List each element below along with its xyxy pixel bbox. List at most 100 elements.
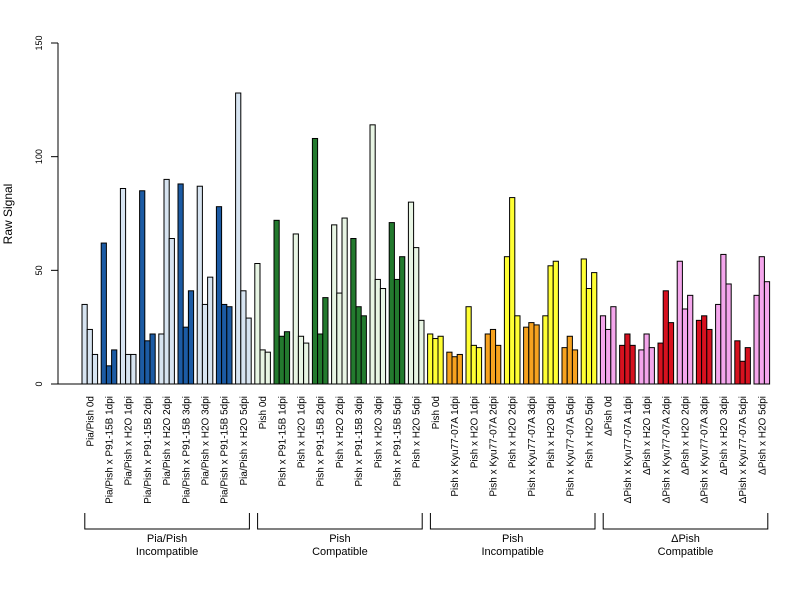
x-tick-label: Pia/Pish x P91-15B 5dpi xyxy=(220,396,231,504)
bar xyxy=(706,328,713,385)
x-tick-label: ΔPish x H2O 2dpi xyxy=(681,396,692,475)
bar xyxy=(701,315,708,385)
x-tick-label: ΔPish x H2O 5dpi xyxy=(757,396,768,475)
x-tick-label: Pish x H2O 2dpi xyxy=(508,396,519,468)
bar xyxy=(528,322,535,385)
bar xyxy=(407,201,415,385)
bar xyxy=(662,290,669,385)
x-tick-label: Pia/Pish 0d xyxy=(85,396,96,447)
bar xyxy=(648,347,655,385)
bar xyxy=(336,292,343,385)
bar xyxy=(542,315,549,385)
bar xyxy=(475,347,483,385)
bar xyxy=(643,333,650,385)
bar xyxy=(297,335,305,385)
bar xyxy=(111,349,118,385)
bar xyxy=(207,276,214,385)
bar xyxy=(168,238,175,385)
bar xyxy=(158,333,165,385)
bar xyxy=(215,206,223,385)
bar xyxy=(187,290,195,385)
x-tick-label: ΔPish x Kyu77-07A 2dpi xyxy=(661,396,672,503)
bar xyxy=(495,344,502,385)
bar xyxy=(638,349,645,385)
bar xyxy=(758,256,765,385)
x-tick-label: Pish x Kyu77-07A 3dpi xyxy=(527,396,538,497)
bar xyxy=(341,217,348,385)
bar xyxy=(278,335,285,385)
bar xyxy=(259,349,266,385)
bar xyxy=(311,137,319,385)
x-tick-label: Pia/Pish x P91-15B 3dpi xyxy=(181,396,192,504)
x-tick-label: ΔPish x Kyu77-07A 5dpi xyxy=(738,396,749,503)
bar xyxy=(144,340,151,385)
x-tick-label: ΔPish x Kyu77-07A 3dpi xyxy=(700,396,711,503)
bar xyxy=(283,331,291,385)
bar xyxy=(533,324,540,385)
group-label: Pish xyxy=(502,533,523,545)
bar xyxy=(149,333,156,385)
x-tick-label: Pish x H2O 5dpi xyxy=(412,396,423,468)
bar xyxy=(465,306,472,385)
bar xyxy=(163,178,170,385)
y-tick-label: 0 xyxy=(34,381,44,386)
bar xyxy=(470,344,477,385)
x-tick-label: Pish x H2O 1dpi xyxy=(469,396,480,468)
bar xyxy=(484,333,491,385)
x-tick-label: Pish x Kyu77-07A 1dpi xyxy=(450,396,461,497)
bar xyxy=(177,183,184,385)
bar xyxy=(744,347,751,385)
bar xyxy=(254,263,261,385)
group-bracket xyxy=(429,513,596,530)
x-tick-label: ΔPish x H2O 1dpi xyxy=(642,396,653,475)
bar xyxy=(240,290,247,385)
bar xyxy=(292,233,299,385)
bar xyxy=(547,265,554,385)
bar xyxy=(585,288,593,385)
x-tick-label: Pish 0d xyxy=(431,396,442,429)
bars xyxy=(81,92,771,385)
bar xyxy=(119,187,127,385)
bar xyxy=(350,238,357,385)
x-tick-label: Pish x Kyu77-07A 2dpi xyxy=(489,396,500,497)
bar xyxy=(264,351,271,385)
bar xyxy=(456,353,463,385)
bar xyxy=(695,319,703,385)
bar xyxy=(591,272,598,385)
x-tick-label: ΔPish 0d xyxy=(604,396,615,436)
x-tick-label: ΔPish x Kyu77-07A 1dpi xyxy=(623,396,634,503)
bar xyxy=(725,283,732,385)
bar xyxy=(763,281,771,385)
group-sublabel: Compatible xyxy=(658,546,714,558)
x-tick-label: Pia/Pish x P91-15B 2dpi xyxy=(143,396,154,504)
x-tick-label: Pish x H2O 3dpi xyxy=(373,396,384,468)
bar xyxy=(81,303,88,385)
bar xyxy=(355,306,362,385)
bar xyxy=(451,356,458,385)
bar xyxy=(619,344,626,385)
bar xyxy=(503,256,511,385)
group-label: Pish xyxy=(329,533,350,545)
group-sublabel: Incompatible xyxy=(136,546,198,558)
bar xyxy=(605,328,612,385)
x-tick-label: Pia/Pish x H2O 2dpi xyxy=(162,396,173,486)
bar xyxy=(734,340,741,385)
bar xyxy=(523,326,530,385)
bar xyxy=(235,92,242,385)
group-label: ΔPish xyxy=(671,533,700,545)
x-tick-label: Pish 0d xyxy=(258,396,269,429)
x-tick-label: ΔPish x H2O 3dpi xyxy=(719,396,730,475)
bar xyxy=(130,353,137,385)
x-tick-label: Pish x H2O 2dpi xyxy=(335,396,346,468)
bar xyxy=(196,185,203,385)
bar xyxy=(739,360,746,385)
x-tick-label: Pish x H2O 3dpi xyxy=(546,396,557,468)
bar xyxy=(360,315,367,385)
bar xyxy=(393,278,401,385)
bar xyxy=(86,328,93,385)
bar xyxy=(437,335,444,385)
y-tick-label: 100 xyxy=(34,149,44,164)
bar xyxy=(571,349,579,385)
y-tick-label: 150 xyxy=(34,35,44,50)
